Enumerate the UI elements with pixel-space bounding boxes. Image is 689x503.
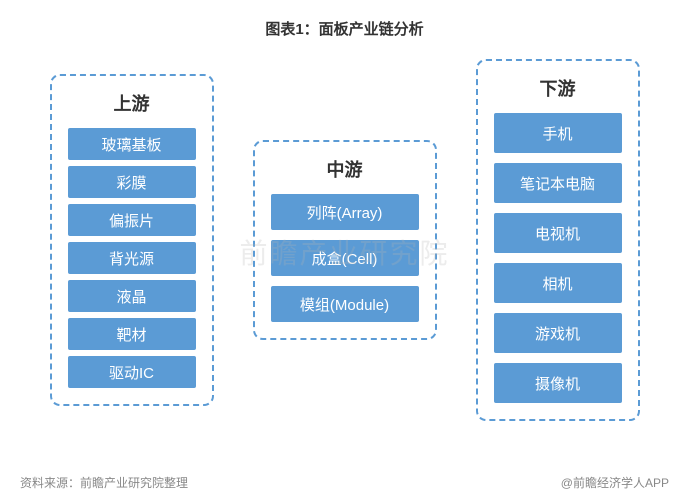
- downstream-item: 游戏机: [494, 313, 622, 353]
- footer-source: 资料来源：前瞻产业研究院整理: [20, 474, 188, 491]
- upstream-item: 偏振片: [68, 204, 196, 236]
- upstream-item: 驱动IC: [68, 356, 196, 388]
- diagram-container: 上游 玻璃基板 彩膜 偏振片 背光源 液晶 靶材 驱动IC 中游 列阵(Arra…: [0, 49, 689, 421]
- downstream-item: 相机: [494, 263, 622, 303]
- upstream-column: 上游 玻璃基板 彩膜 偏振片 背光源 液晶 靶材 驱动IC: [50, 74, 214, 406]
- upstream-item: 背光源: [68, 242, 196, 274]
- upstream-item: 彩膜: [68, 166, 196, 198]
- chart-title: 图表1：面板产业链分析: [0, 0, 689, 49]
- footer-attribution: @前瞻经济学人APP: [561, 474, 669, 491]
- midstream-header: 中游: [327, 156, 363, 182]
- downstream-item: 手机: [494, 113, 622, 153]
- downstream-item: 笔记本电脑: [494, 163, 622, 203]
- downstream-item: 摄像机: [494, 363, 622, 403]
- midstream-item: 成盒(Cell): [271, 240, 419, 276]
- downstream-item: 电视机: [494, 213, 622, 253]
- upstream-item: 靶材: [68, 318, 196, 350]
- upstream-item: 液晶: [68, 280, 196, 312]
- downstream-header: 下游: [540, 75, 576, 101]
- upstream-item: 玻璃基板: [68, 128, 196, 160]
- midstream-item: 模组(Module): [271, 286, 419, 322]
- downstream-column: 下游 手机 笔记本电脑 电视机 相机 游戏机 摄像机: [476, 59, 640, 421]
- upstream-header: 上游: [114, 90, 150, 116]
- midstream-item: 列阵(Array): [271, 194, 419, 230]
- footer: 资料来源：前瞻产业研究院整理 @前瞻经济学人APP: [20, 474, 669, 491]
- midstream-column: 中游 列阵(Array) 成盒(Cell) 模组(Module): [253, 140, 437, 340]
